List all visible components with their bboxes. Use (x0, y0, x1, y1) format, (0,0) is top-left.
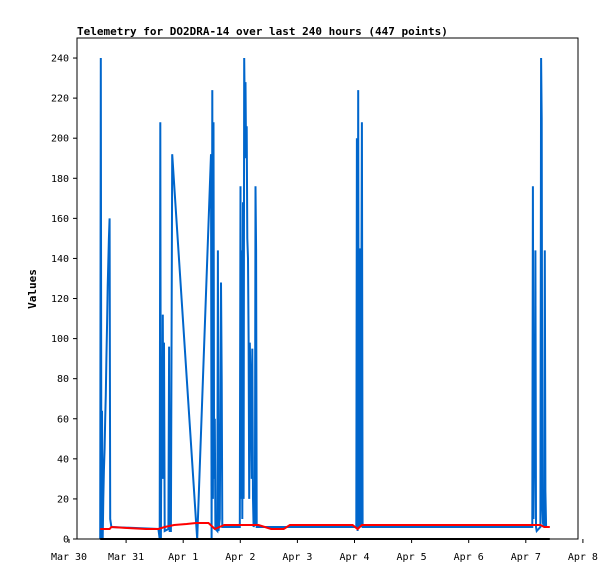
y-tick-label: 200 (51, 134, 69, 145)
x-tick-label: Apr 8 (568, 552, 598, 563)
x-tick-label: Apr 2 (225, 552, 255, 563)
y-tick-label: 180 (51, 174, 69, 185)
x-tick-label: Mar 30 (51, 552, 87, 563)
y-tick-label: 140 (51, 254, 69, 265)
y-tick-label: 220 (51, 94, 69, 105)
y-tick-label: 120 (51, 294, 69, 305)
y-tick-label: 80 (57, 374, 69, 385)
axes: 0 20 40 60 80 100 120 140 160 180 200 220 240 Mar 30 M… (51, 54, 598, 563)
y-tick-label: 60 (57, 414, 69, 425)
x-tick-label: Apr 6 (454, 552, 484, 563)
plot-frame (76, 37, 579, 540)
x-tick-label: Apr 7 (511, 552, 541, 563)
y-tick-label: 160 (51, 214, 69, 225)
y-tick-label: 0 (63, 535, 69, 546)
y-tick-label: 40 (57, 454, 69, 465)
series-line-2 (100, 522, 550, 531)
y-tick-label: 100 (51, 334, 69, 345)
x-tick-label: Apr 4 (339, 552, 369, 563)
x-tick-label: Apr 5 (397, 552, 427, 563)
chart-title: Telemetry for DO2DRA-14 over last 240 ho… (77, 25, 448, 38)
y-tick-label: 20 (57, 494, 69, 505)
x-tick-label: Mar 31 (108, 552, 144, 563)
y-tick-label: 240 (51, 54, 69, 65)
y-axis-label: Values (26, 269, 39, 309)
x-tick-label: Apr 1 (168, 552, 198, 563)
x-tick-label: Apr 3 (282, 552, 312, 563)
